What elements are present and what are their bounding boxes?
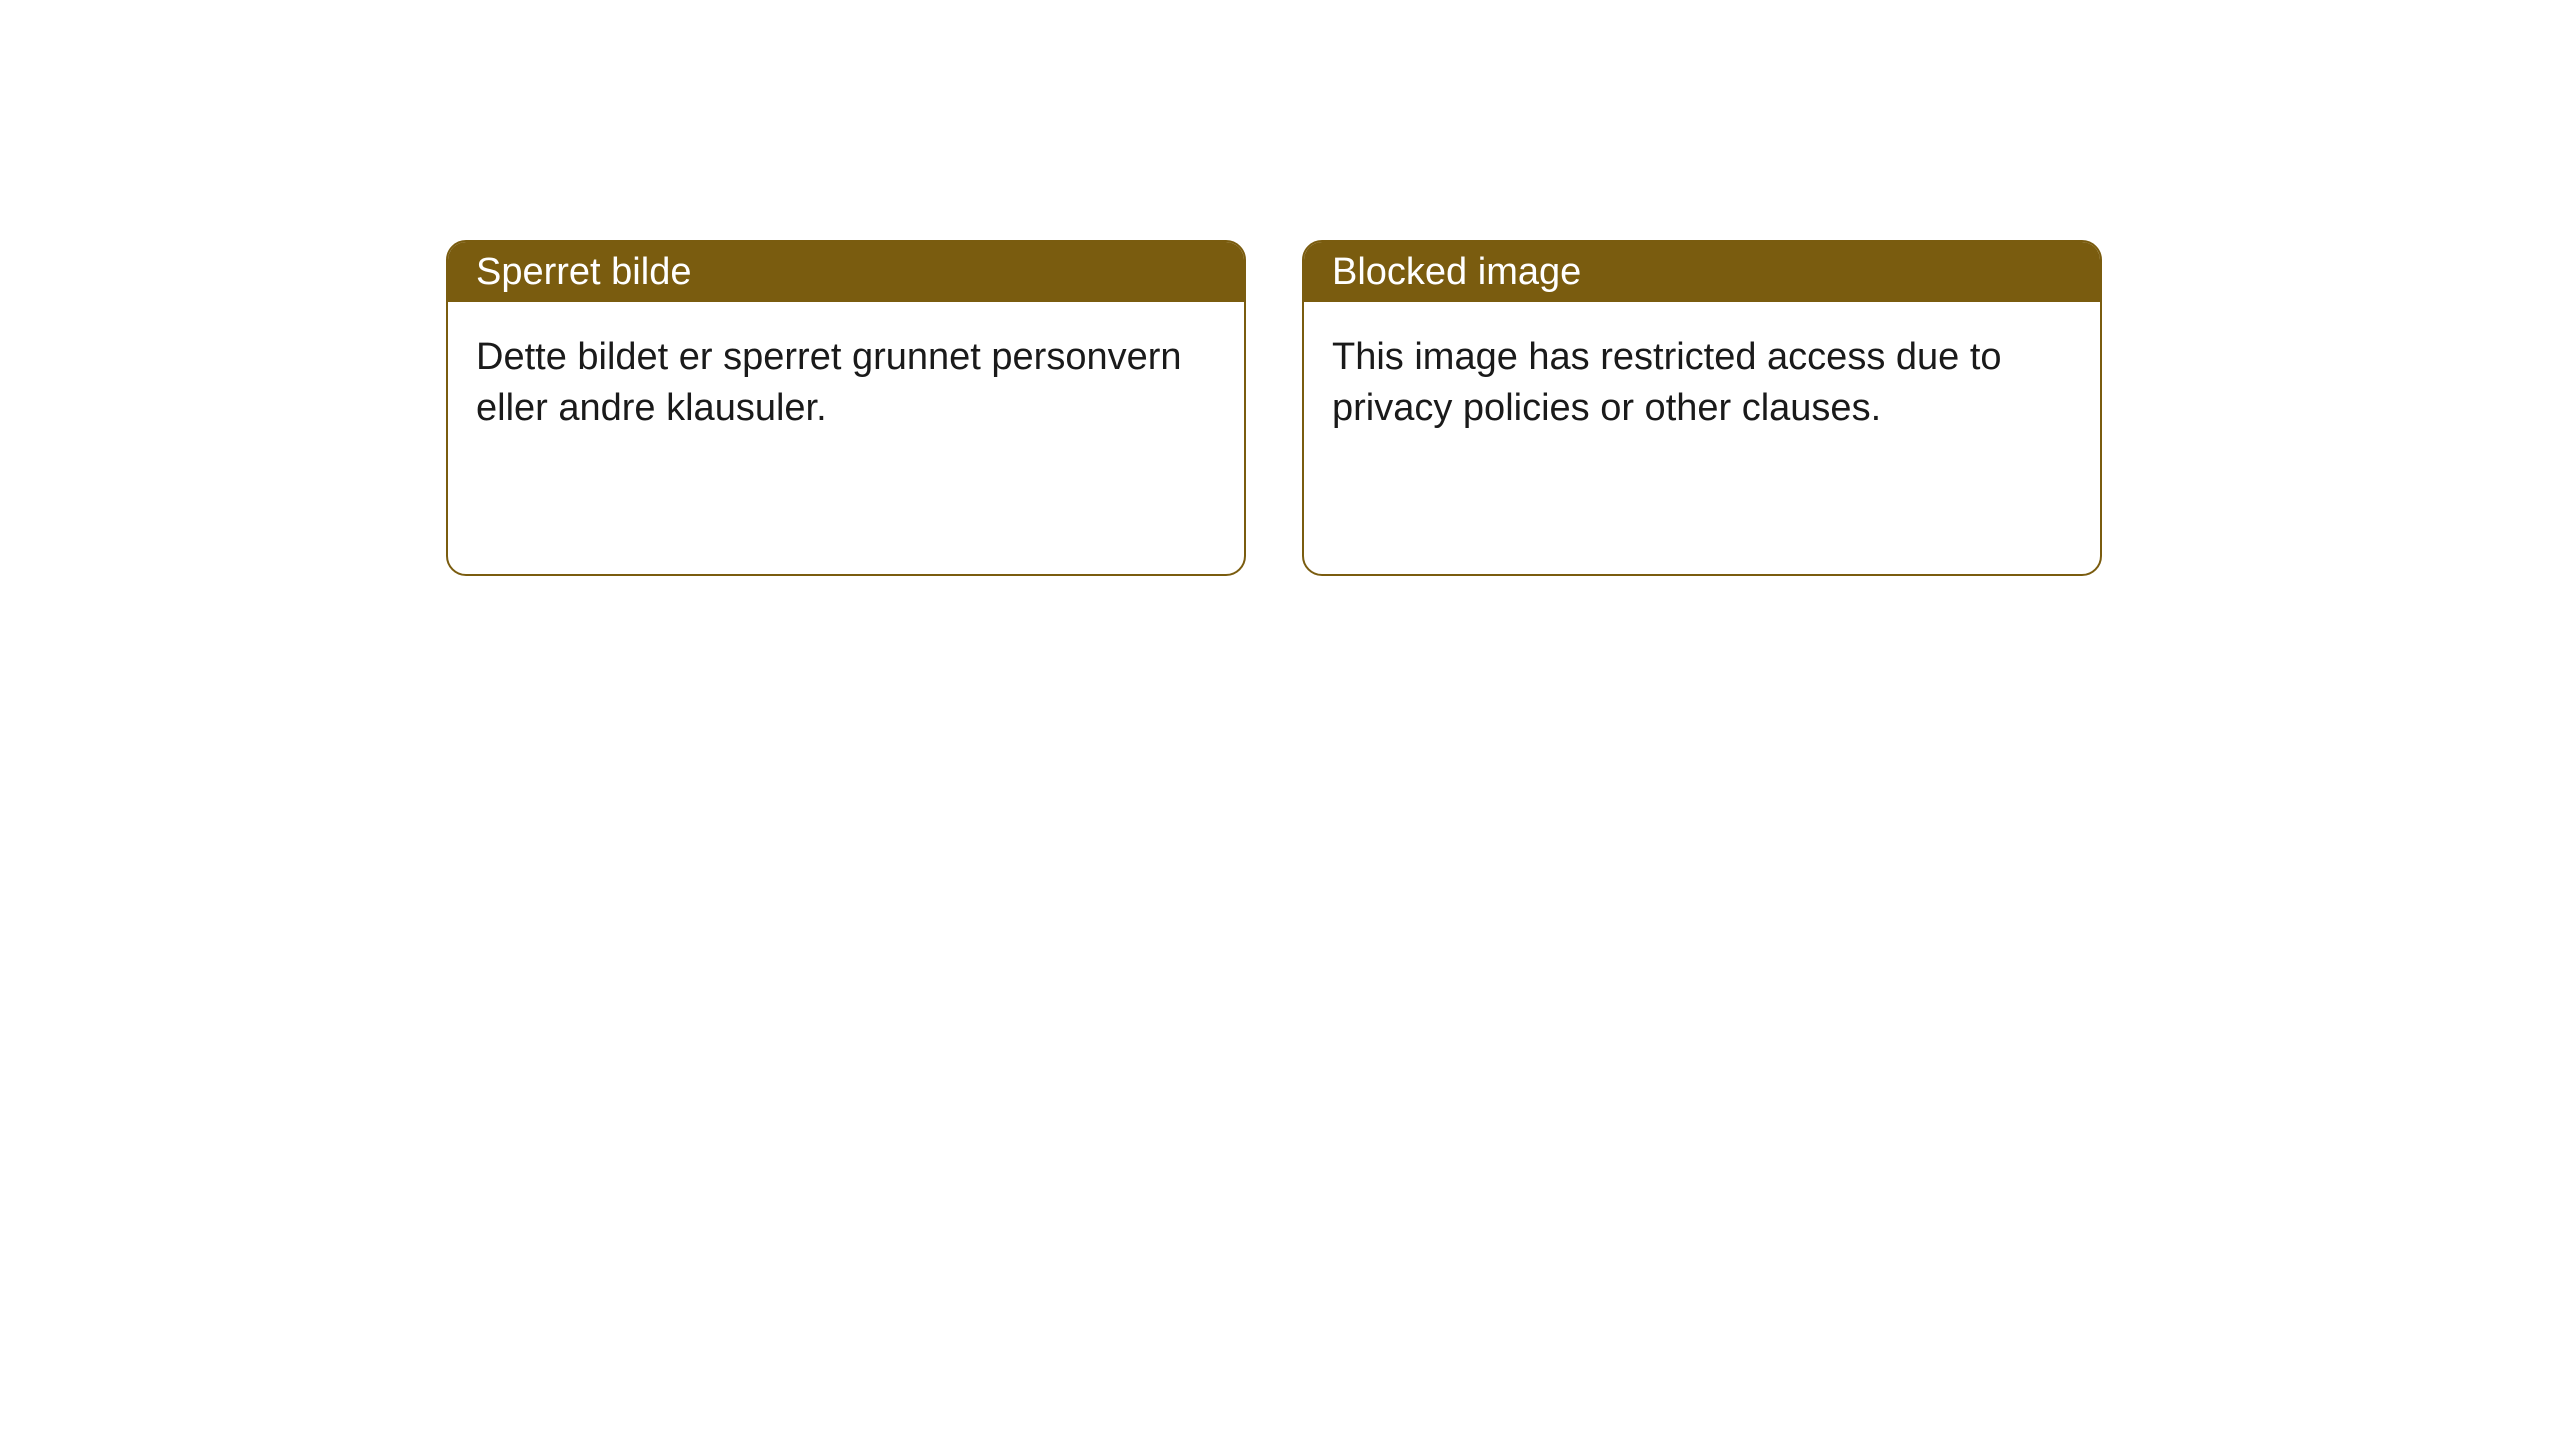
notice-container: Sperret bilde Dette bildet er sperret gr… xyxy=(0,0,2560,576)
notice-title: Blocked image xyxy=(1332,251,1581,294)
notice-title: Sperret bilde xyxy=(476,251,691,294)
notice-header: Sperret bilde xyxy=(448,242,1244,302)
notice-header: Blocked image xyxy=(1304,242,2100,302)
notice-card-norwegian: Sperret bilde Dette bildet er sperret gr… xyxy=(446,240,1246,576)
notice-body: This image has restricted access due to … xyxy=(1304,302,2100,465)
notice-text: Dette bildet er sperret grunnet personve… xyxy=(476,336,1182,429)
notice-text: This image has restricted access due to … xyxy=(1332,336,2002,429)
notice-card-english: Blocked image This image has restricted … xyxy=(1302,240,2102,576)
notice-body: Dette bildet er sperret grunnet personve… xyxy=(448,302,1244,465)
